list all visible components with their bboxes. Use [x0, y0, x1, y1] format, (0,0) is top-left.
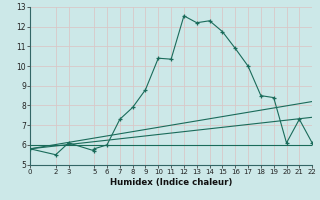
X-axis label: Humidex (Indice chaleur): Humidex (Indice chaleur) [110, 178, 232, 187]
